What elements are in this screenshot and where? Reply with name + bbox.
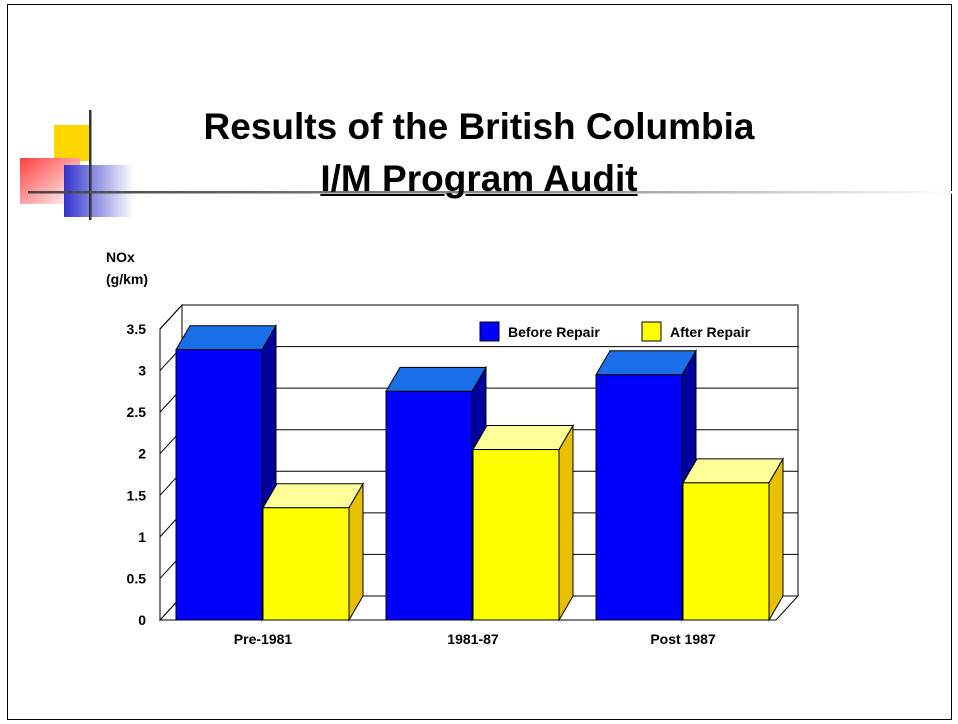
bar-before-repair	[385, 390, 473, 621]
bar-after-side	[768, 456, 784, 622]
x-tick-label: Pre-1981	[234, 631, 293, 647]
bar-after-top	[472, 425, 574, 451]
legend-swatch-before	[479, 321, 500, 342]
legend-label-before: Before Repair	[508, 324, 600, 340]
bar-after-top	[262, 483, 364, 509]
bar-after-top	[682, 458, 784, 484]
y-tick-label: 1.5	[127, 487, 147, 503]
deco-horizontal-line	[28, 191, 958, 194]
deco-vertical-line	[89, 110, 92, 220]
bar-before-repair	[175, 349, 263, 621]
slide-title-line1: Results of the British Columbia	[203, 106, 755, 147]
legend-label-after: After Repair	[670, 324, 751, 340]
y-axis-label-line1: NOx	[106, 249, 135, 265]
bar-before-top	[385, 366, 487, 392]
deco-yellow-square	[54, 125, 90, 161]
x-tick-label: Post 1987	[650, 631, 716, 647]
y-tick-label: 0	[138, 612, 146, 628]
y-tick-label: 0.5	[127, 570, 147, 586]
bar-before-top	[595, 350, 697, 376]
y-axis-label-line2: (g/km)	[106, 271, 148, 287]
bar-after-repair	[262, 507, 350, 621]
bar-after-repair	[472, 449, 560, 621]
y-tick-label: 1	[138, 529, 146, 545]
bar-before-top	[175, 325, 277, 351]
slide-title-line2: I/M Program Audit	[320, 158, 638, 199]
bar-after-repair	[682, 482, 770, 621]
bar-before-repair	[595, 374, 683, 621]
bar-after-side	[558, 423, 574, 622]
gridline-side	[159, 304, 183, 330]
x-tick-label: 1981-87	[447, 631, 499, 647]
slide-decoration	[20, 110, 958, 220]
y-tick-label: 2.5	[127, 404, 147, 420]
legend-swatch-after	[641, 321, 662, 342]
y-tick-label: 2	[138, 446, 146, 462]
y-tick-label: 3.5	[127, 321, 147, 337]
y-tick-label: 3	[138, 363, 146, 379]
